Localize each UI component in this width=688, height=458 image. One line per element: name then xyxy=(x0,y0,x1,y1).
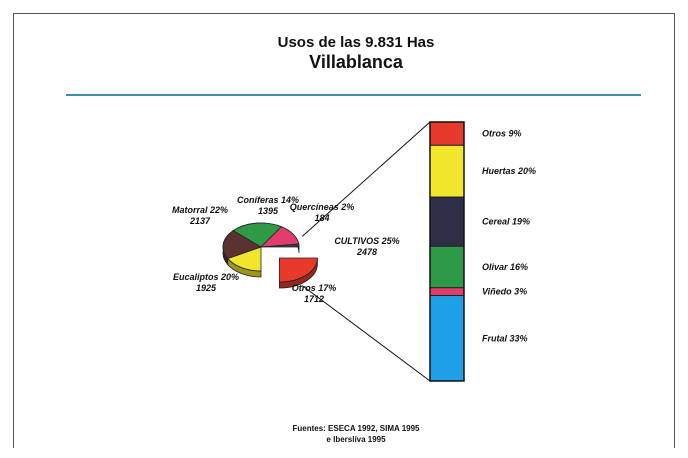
bar-segment-olivar xyxy=(429,245,465,289)
pie-value-quercineas: 184 xyxy=(314,213,329,223)
pie-value-otros: 1712 xyxy=(304,294,324,304)
bar-labels: Otros 9% Huertas 20% Cereal 19% Olivar 16% V… xyxy=(482,129,536,344)
pie-label-matorral: Matorral 22% xyxy=(172,205,228,215)
bar-outline xyxy=(429,121,465,382)
pie-label-otros: Otros 17% xyxy=(292,283,337,293)
source-line-2: e Iberslíva 1995 xyxy=(326,435,386,444)
chart-title: Usos de las 9.831 Has xyxy=(278,34,435,51)
chart-frame xyxy=(13,13,675,448)
pie-slice-matorral xyxy=(232,222,283,248)
chart-subtitle: Villablanca xyxy=(309,52,404,72)
bar-segment-otros xyxy=(429,121,465,146)
pie-value-coniferas: 1395 xyxy=(258,206,279,216)
bar-segment-frutal xyxy=(429,295,465,382)
source-line-1: Fuentes: ESECA 1992, SIMA 1995 xyxy=(292,424,420,433)
pie-label-coniferas: Coníferas 14% xyxy=(237,195,299,205)
pie-label-cultivos: CULTIVOS 25% xyxy=(334,236,399,246)
pie-slice-cultivos xyxy=(278,257,318,283)
pie-value-cultivos: 2478 xyxy=(356,247,377,257)
pie-label-quercineas: Quercíneas 2% xyxy=(290,202,355,212)
pie-slice-quercineas xyxy=(260,243,300,248)
stacked-bar xyxy=(429,121,465,382)
bar-label-huertas: Huertas 20% xyxy=(482,166,536,176)
pie-label-eucaliptos: Eucaliptos 20% xyxy=(173,272,239,282)
bar-label-olivar: Olivar 16% xyxy=(482,262,528,272)
bar-label-cereal: Cereal 19% xyxy=(482,217,530,227)
connector-line-bottom xyxy=(301,285,431,382)
bar-label-otros: Otros 9% xyxy=(482,129,522,139)
pie-chart xyxy=(222,222,318,289)
bar-label-vinedo: Viñedo 3% xyxy=(482,287,527,297)
bar-segment-vinedo xyxy=(429,287,465,297)
bar-segment-huertas xyxy=(429,144,465,198)
connector-lines xyxy=(301,121,431,382)
bar-segment-cereal xyxy=(429,196,465,247)
pie-value-eucaliptos: 1925 xyxy=(196,283,217,293)
pie-labels: Otros 17%1712 Eucaliptos 20%1925 Matorral … xyxy=(172,195,400,304)
pie-value-matorral: 2137 xyxy=(189,216,211,226)
bar-label-frutal: Frutal 33% xyxy=(482,333,528,343)
pie-slice-eucaliptos xyxy=(222,230,262,260)
connector-line-top xyxy=(301,121,431,237)
